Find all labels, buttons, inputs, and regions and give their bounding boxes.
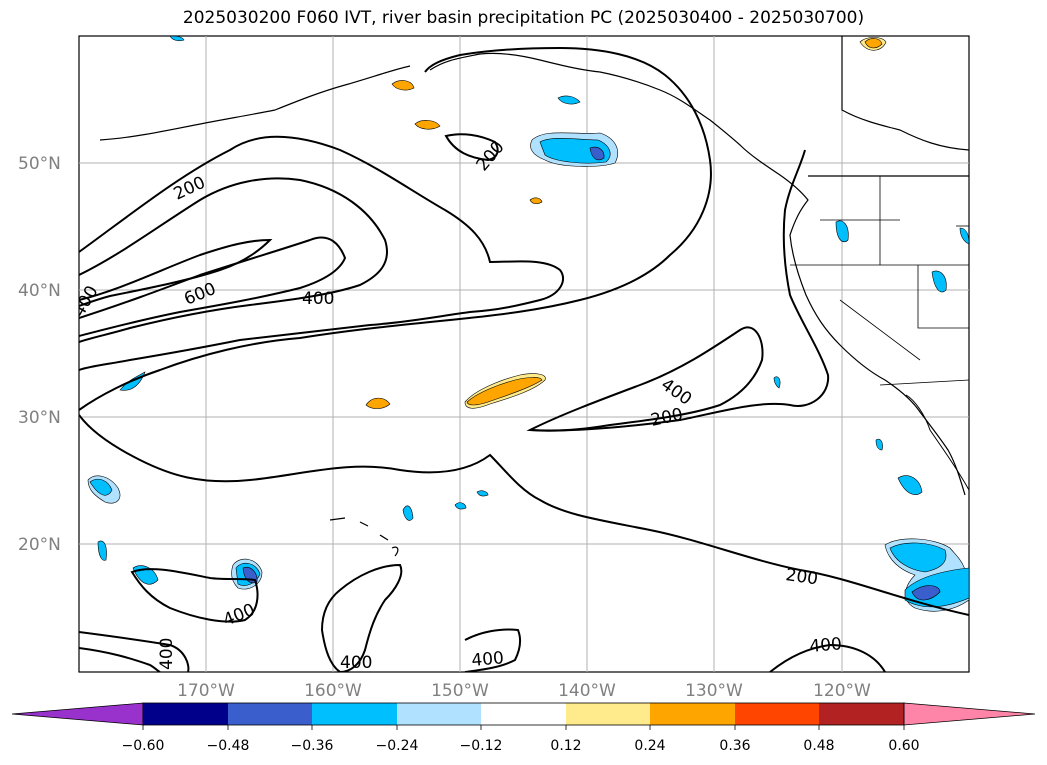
map-title: 2025030200 F060 IVT, river basin precipi… bbox=[182, 8, 865, 28]
colorbar-extend-max bbox=[903, 702, 1036, 726]
contour-label: 400 bbox=[302, 289, 334, 309]
lat-label: 20°N bbox=[18, 535, 61, 555]
map-panel: 200 600 400 200 400 200 400 400 400 400 … bbox=[78, 35, 970, 673]
longitude-labels: 170°W 160°W 150°W 140°W 130°W 120°W bbox=[177, 681, 871, 701]
colorbar-segment bbox=[228, 703, 312, 725]
precip-positive-regions bbox=[365, 37, 887, 409]
lat-label: 40°N bbox=[18, 281, 61, 301]
precip-negative-regions bbox=[87, 36, 969, 612]
coastlines bbox=[99, 36, 969, 557]
contour-label: 200 bbox=[784, 565, 819, 589]
contour-label: 400 bbox=[157, 638, 177, 670]
lon-label: 160°W bbox=[304, 681, 362, 701]
colorbar-ticks bbox=[142, 725, 905, 730]
colorbar-extend-min bbox=[11, 702, 144, 726]
colorbar-segment bbox=[735, 703, 819, 725]
colorbar-tick-label: 0.24 bbox=[634, 738, 665, 754]
lon-label: 140°W bbox=[558, 681, 616, 701]
lon-label: 120°W bbox=[813, 681, 871, 701]
contour-label: 400 bbox=[340, 653, 372, 673]
colorbar-segment bbox=[481, 703, 566, 725]
colorbar-tick-label: 0.48 bbox=[803, 738, 834, 754]
colorbar-segment bbox=[312, 703, 397, 725]
latitude-labels: 50°N 40°N 30°N 20°N bbox=[18, 154, 61, 555]
colorbar-frame bbox=[142, 702, 905, 726]
colorbar-tick-label: 0.12 bbox=[550, 738, 581, 754]
map-frame bbox=[78, 35, 970, 673]
colorbar-tick-label: −0.24 bbox=[376, 738, 419, 754]
colorbar-tick-label: 0.60 bbox=[888, 738, 919, 754]
colorbar-tick-label: −0.12 bbox=[460, 738, 503, 754]
colorbar-tick-label: −0.36 bbox=[291, 738, 334, 754]
lat-label: 30°N bbox=[18, 408, 61, 428]
lon-label: 130°W bbox=[685, 681, 743, 701]
lat-label: 50°N bbox=[18, 154, 61, 174]
colorbar-tick-label: −0.60 bbox=[122, 738, 165, 754]
colorbar: −0.60 −0.48 −0.36 −0.24 −0.12 0.12 0.24 … bbox=[11, 702, 1036, 754]
colorbar-segment bbox=[566, 703, 650, 725]
colorbar-segment bbox=[650, 703, 735, 725]
colorbar-segment bbox=[819, 703, 904, 725]
contour-label: 400 bbox=[809, 634, 843, 657]
colorbar-tick-label: 0.36 bbox=[719, 738, 750, 754]
ivt-contours bbox=[79, 46, 969, 672]
lon-label: 150°W bbox=[431, 681, 489, 701]
colorbar-segment bbox=[397, 703, 481, 725]
colorbar-segment bbox=[143, 703, 228, 725]
contour-label: 400 bbox=[471, 648, 505, 671]
lon-label: 170°W bbox=[177, 681, 235, 701]
gridlines bbox=[79, 36, 969, 672]
colorbar-tick-label: −0.48 bbox=[207, 738, 250, 754]
